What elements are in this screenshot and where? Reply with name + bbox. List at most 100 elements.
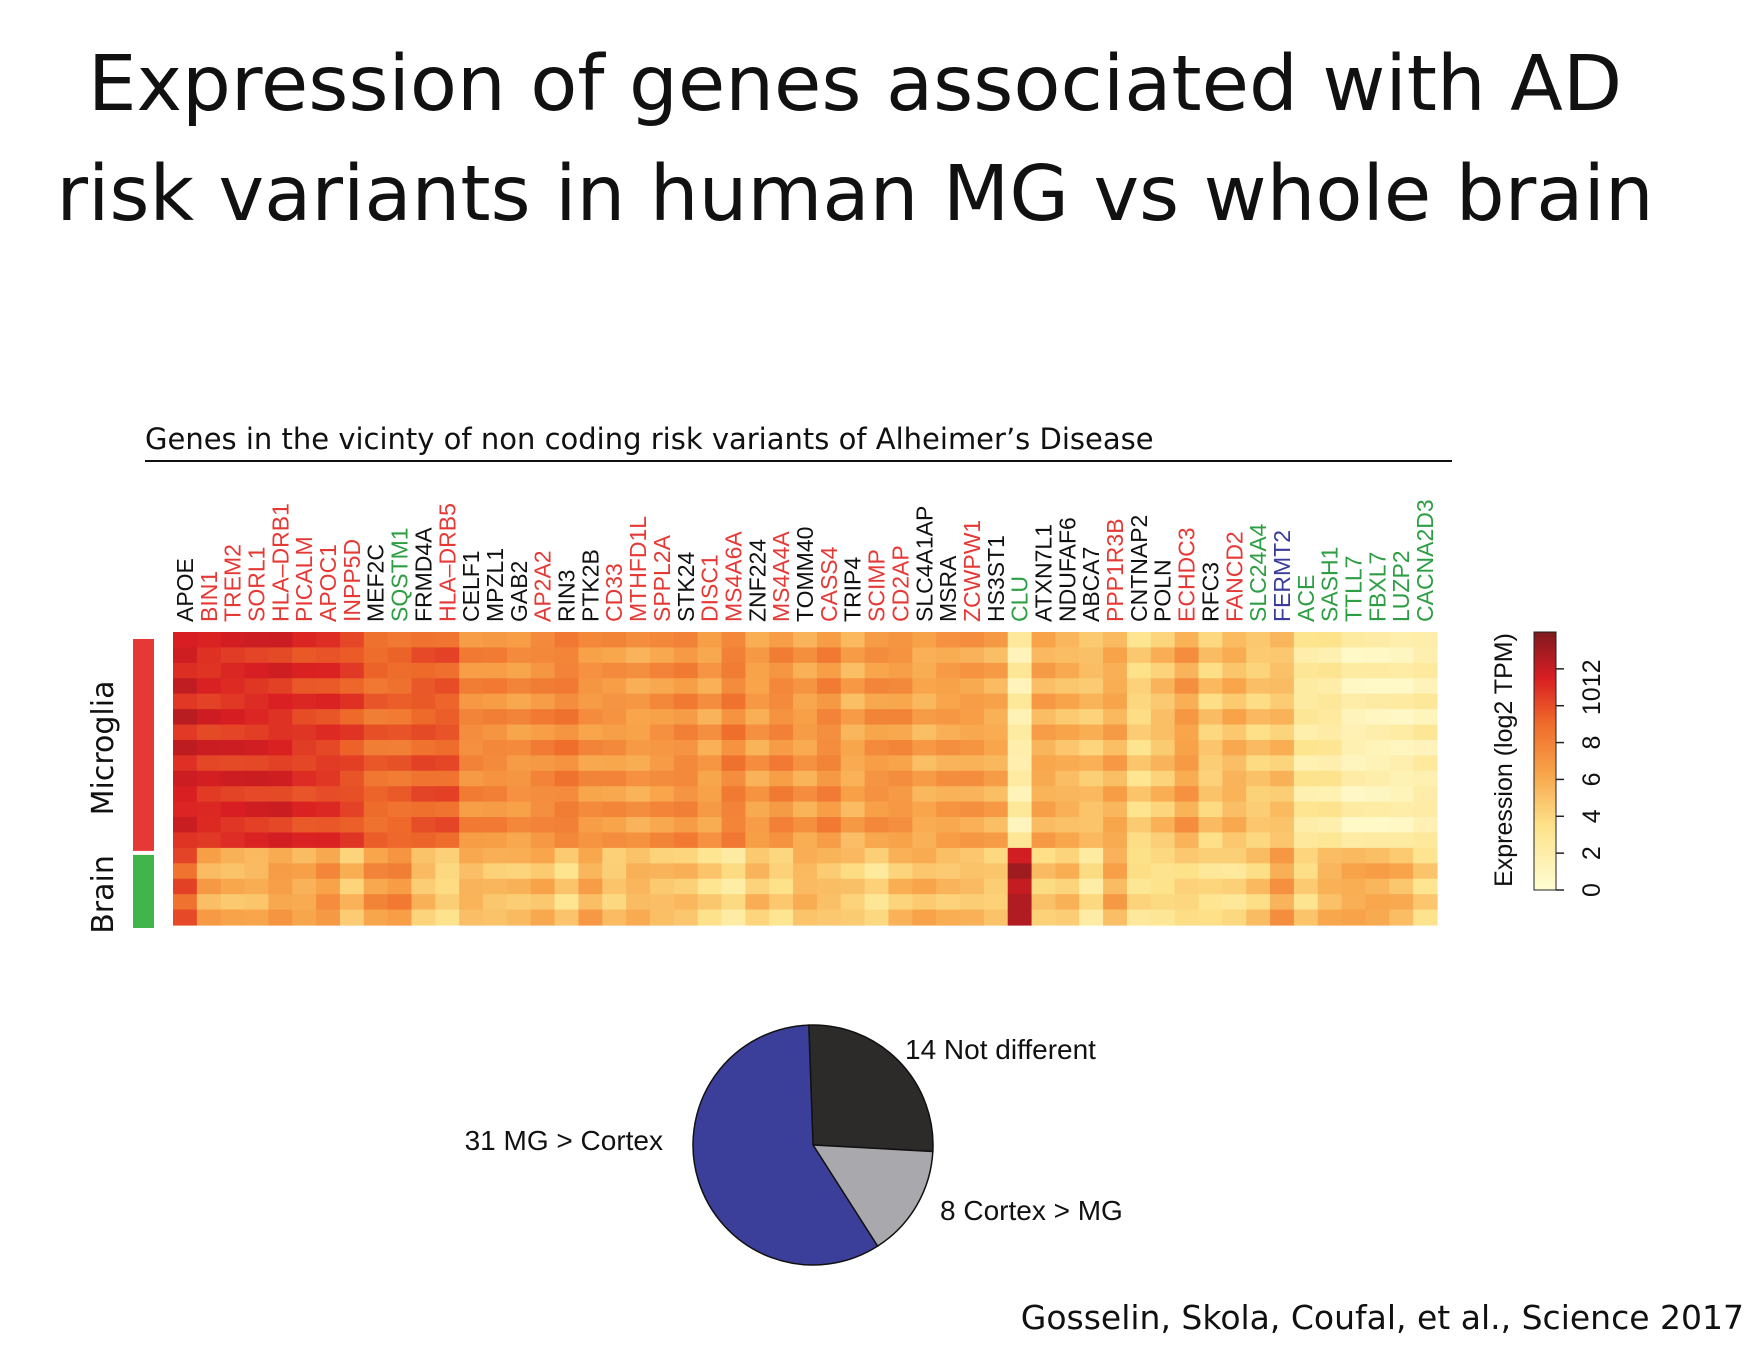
heatmap-cell	[1222, 863, 1247, 880]
heatmap-cell	[244, 801, 269, 818]
heatmap-cell	[840, 770, 866, 787]
heatmap-cell	[1389, 678, 1414, 695]
heatmap-cell	[220, 894, 246, 911]
heatmap-cell	[626, 909, 651, 926]
heatmap-title: Genes in the vicinty of non coding risk …	[145, 422, 1154, 456]
heatmap-cell	[1222, 801, 1247, 818]
heatmap-cell	[244, 832, 269, 849]
heatmap-cell	[649, 647, 675, 664]
heatmap-cell	[196, 739, 222, 756]
heatmap-cell	[387, 863, 413, 880]
heatmap-cell	[554, 724, 580, 741]
heatmap-cell	[268, 894, 293, 911]
gene-label: INPP5D	[339, 539, 365, 622]
heatmap-cell	[936, 755, 961, 772]
pie-chart: 14 Not different 8 Cortex > MG 31 MG > Cor…	[465, 1024, 1123, 1266]
heatmap-cell	[673, 894, 699, 911]
heatmap-cell	[220, 632, 246, 649]
gene-label: APOE	[172, 558, 198, 622]
heatmap-cell	[554, 847, 580, 864]
heatmap-cell	[363, 739, 389, 756]
heatmap-cell	[435, 647, 460, 664]
heatmap-cell	[793, 817, 818, 834]
heatmap-cell	[1317, 632, 1343, 649]
heatmap-cell	[888, 847, 913, 864]
heatmap-cell	[1270, 786, 1295, 803]
row-group-bar-segment	[133, 854, 154, 928]
heatmap-cell	[1222, 632, 1247, 649]
heatmap-cell	[673, 647, 699, 664]
heatmap-cell	[316, 894, 341, 911]
heatmap-cell	[244, 755, 269, 772]
heatmap-cell	[649, 693, 675, 710]
heatmap-cell	[506, 647, 532, 664]
heatmap-cell	[1270, 847, 1295, 864]
heatmap-cell	[196, 817, 222, 834]
heatmap-cell	[1317, 832, 1343, 849]
heatmap-cell	[1389, 847, 1414, 864]
heatmap-cell	[292, 817, 317, 834]
heatmap-cell	[173, 632, 198, 649]
citation: Gosselin, Skola, Coufal, et al., Science…	[1020, 1298, 1744, 1337]
heatmap-cell	[1174, 817, 1200, 834]
heatmap-cell	[888, 647, 913, 664]
heatmap-cell	[196, 678, 222, 695]
heatmap-cell	[697, 709, 723, 726]
heatmap-cell	[721, 678, 746, 695]
heatmap-cell	[292, 832, 317, 849]
heatmap-cell	[435, 801, 460, 818]
heatmap-cell	[960, 817, 985, 834]
heatmap-cell	[626, 894, 651, 911]
heatmap-cell	[602, 647, 627, 664]
heatmap-cell	[411, 709, 436, 726]
heatmap-cell	[1293, 662, 1319, 679]
heatmap-cell	[196, 755, 222, 772]
heatmap-cell	[1317, 894, 1343, 911]
heatmap-cell	[1246, 847, 1271, 864]
heatmap-cell	[1270, 678, 1295, 695]
heatmap-cell	[1293, 693, 1319, 710]
heatmap-cell	[554, 647, 580, 664]
heatmap-cell	[459, 709, 484, 726]
heatmap-cell	[721, 878, 746, 895]
heatmap-cell	[1389, 693, 1414, 710]
heatmap-cell	[1198, 632, 1223, 649]
heatmap-cell	[1317, 863, 1343, 880]
heatmap-cell	[936, 662, 961, 679]
heatmap-cell	[673, 678, 699, 695]
heatmap-cell	[244, 662, 269, 679]
gene-label: PPP1R3B	[1102, 518, 1128, 622]
colorbar-tick-label: 0	[1578, 883, 1606, 897]
heatmap-cell	[363, 647, 389, 664]
heatmap-cell	[1389, 709, 1414, 726]
heatmap-cells	[173, 632, 1438, 926]
heatmap-cell	[936, 801, 961, 818]
heatmap-cell	[554, 832, 580, 849]
heatmap-cell	[1031, 678, 1057, 695]
heatmap-cell	[435, 739, 460, 756]
heatmap-cell	[888, 662, 913, 679]
heatmap-cell	[649, 786, 675, 803]
heatmap-cell	[244, 817, 269, 834]
heatmap-cell	[793, 739, 818, 756]
heatmap-cell	[1031, 632, 1057, 649]
heatmap-cell	[1198, 817, 1223, 834]
heatmap-cell	[1293, 863, 1319, 880]
heatmap-cell	[1007, 894, 1033, 911]
heatmap-cell	[840, 678, 866, 695]
heatmap-cell	[530, 817, 556, 834]
heatmap-cell	[888, 632, 913, 649]
heatmap-cell	[220, 878, 246, 895]
heatmap-cell	[387, 739, 413, 756]
heatmap-cell	[649, 632, 675, 649]
heatmap-cell	[745, 709, 770, 726]
heatmap-cell	[721, 739, 746, 756]
heatmap-cell	[244, 678, 269, 695]
heatmap-cell	[196, 770, 222, 787]
heatmap-cell	[888, 817, 913, 834]
heatmap-cell	[1317, 817, 1343, 834]
heatmap-cell	[626, 847, 651, 864]
heatmap-cell	[244, 724, 269, 741]
heatmap-cell	[673, 632, 699, 649]
heatmap-cell	[1413, 709, 1438, 726]
